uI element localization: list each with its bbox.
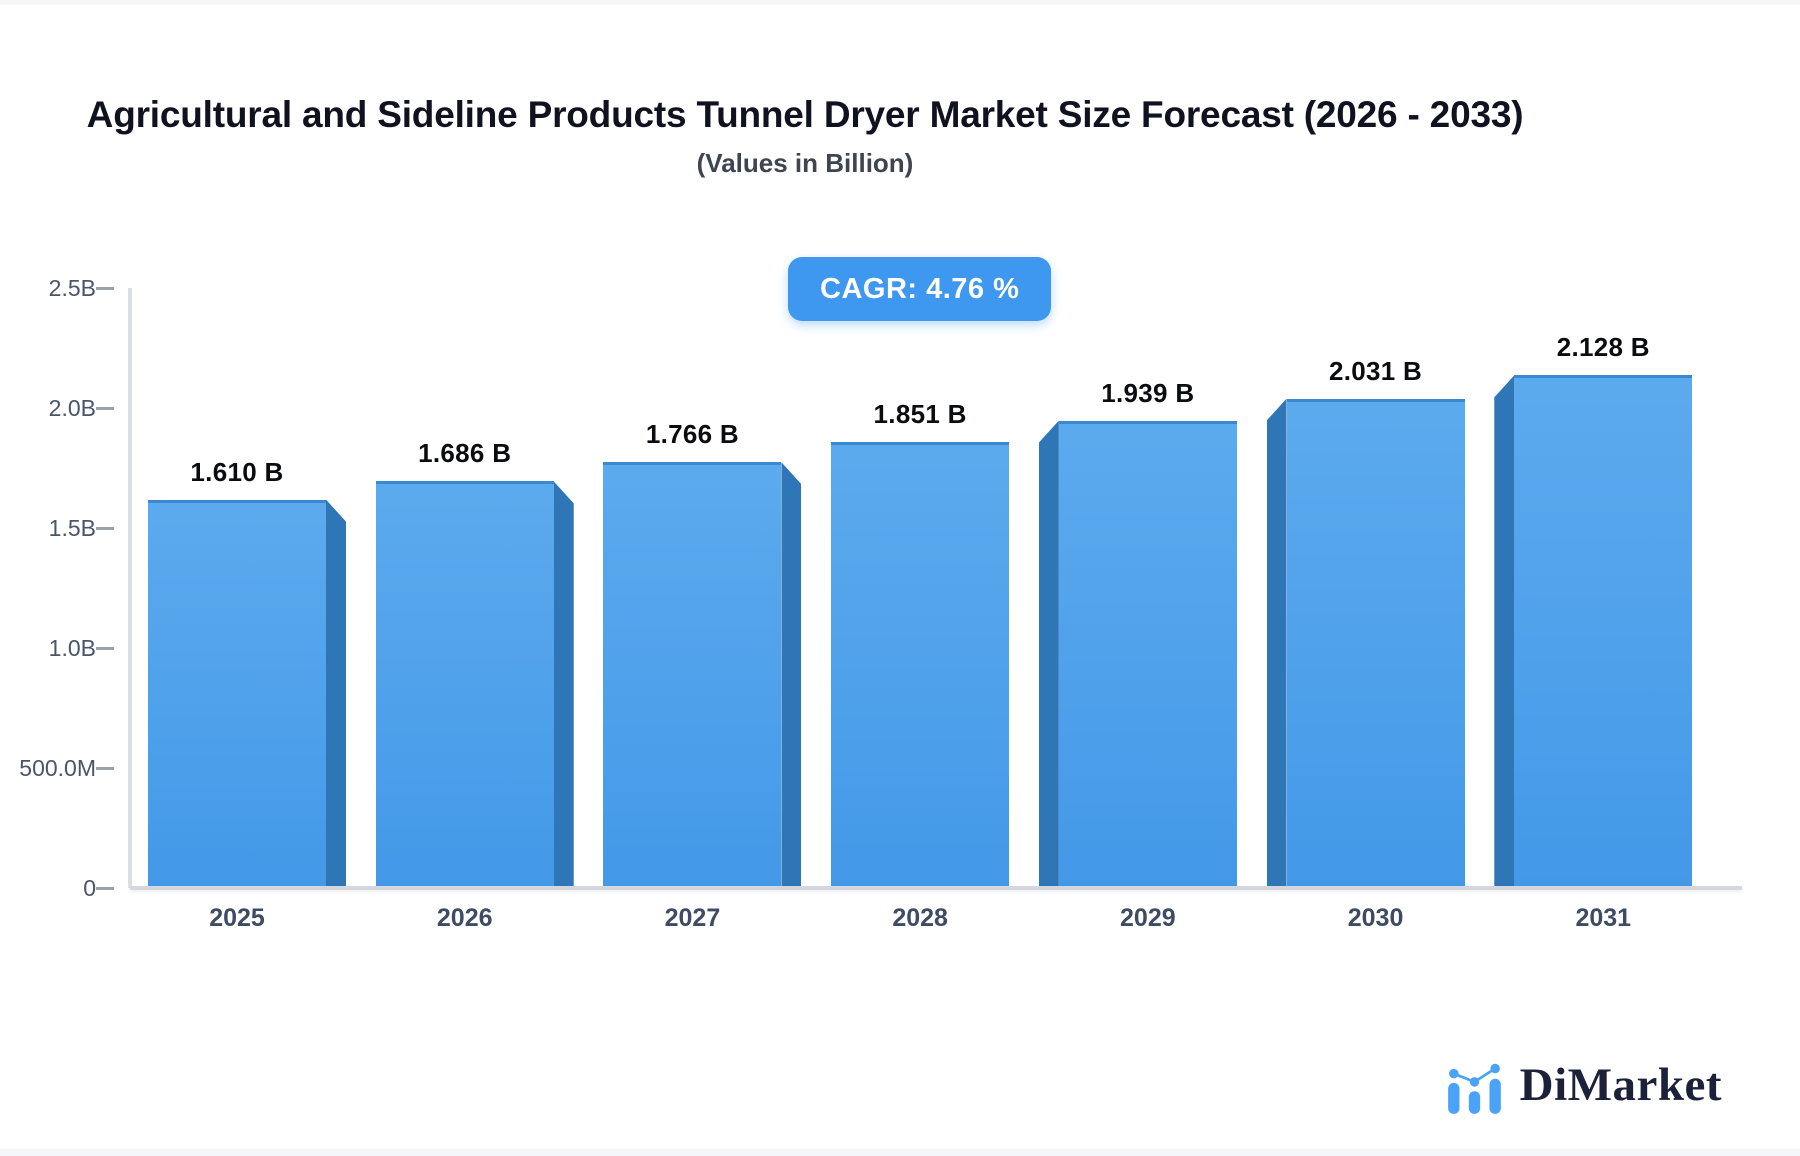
y-tick-label-0: 0 (83, 875, 96, 901)
y-tick-label-2.5B: 2.5B (48, 275, 96, 301)
bar-2028[interactable] (831, 441, 1010, 886)
value-label-2025: 1.610 B (190, 456, 284, 487)
bar-side-face-2025 (326, 499, 346, 886)
y-tick-label-500.0M: 500.0M (19, 755, 96, 781)
bar-side-face-2029 (1038, 420, 1059, 886)
value-label-2028: 1.851 B (873, 398, 967, 429)
x-axis-label-2026: 2026 (436, 904, 493, 932)
bar-side-face-2030 (1266, 398, 1287, 886)
x-axis-label-2030: 2030 (1347, 904, 1404, 932)
x-axis-label-2028: 2028 (892, 904, 948, 932)
bar-2027[interactable] (603, 462, 782, 886)
bar-2031[interactable] (1514, 375, 1693, 886)
plot-area: 2.5B 2.0B 1.5B 1.0B 500.0M 0 1.610 B 2025 1.686… (19, 275, 1742, 932)
x-axis-label-2031: 2031 (1575, 904, 1632, 932)
y-tick-label-1.0B: 1.0B (48, 635, 96, 661)
dimarket-logo-text: DiMarket (1519, 1059, 1722, 1111)
y-axis-line (128, 288, 132, 888)
cagr-badge: CAGR: 4.76 % (788, 257, 1052, 321)
y-tick-label-1.5B: 1.5B (48, 515, 96, 541)
y-tick-mark (96, 287, 114, 290)
y-tick-mark (96, 647, 114, 650)
value-label-2029: 1.939 B (1101, 377, 1195, 408)
chart-subtitle: (Values in Billion) (696, 148, 914, 178)
value-label-2031: 2.128 B (1556, 332, 1650, 363)
y-tick-mark (96, 767, 114, 770)
bar-2026[interactable] (375, 481, 554, 886)
bar-side-face-2026 (553, 481, 574, 886)
y-tick-mark (96, 887, 114, 890)
y-tick-mark (96, 527, 114, 530)
x-axis-label-2025: 2025 (209, 904, 265, 932)
value-label-2027: 1.766 B (645, 419, 739, 450)
value-label-2030: 2.031 B (1328, 355, 1423, 386)
x-axis-line (130, 886, 1742, 890)
bar-side-face-2027 (781, 462, 802, 886)
bar-2029[interactable] (1058, 420, 1237, 886)
x-axis-label-2027: 2027 (664, 904, 721, 932)
x-axis-label-2029: 2029 (1120, 904, 1176, 932)
value-label-2026: 1.686 B (418, 438, 512, 469)
top-edge-strip (0, 0, 1800, 5)
y-tick-label-2.0B: 2.0B (48, 395, 96, 421)
y-tick-mark (96, 407, 114, 410)
bar-side-face-2031 (1494, 375, 1515, 886)
bar-2030[interactable] (1286, 398, 1465, 886)
chart-title: Agricultural and Sideline Products Tunne… (86, 94, 1524, 135)
dimarket-logo: DiMarket (1444, 1054, 1722, 1116)
bar-chart-trend-icon (1447, 1063, 1501, 1114)
bottom-edge-strip (0, 1149, 1800, 1156)
bar-2025[interactable] (148, 499, 326, 886)
